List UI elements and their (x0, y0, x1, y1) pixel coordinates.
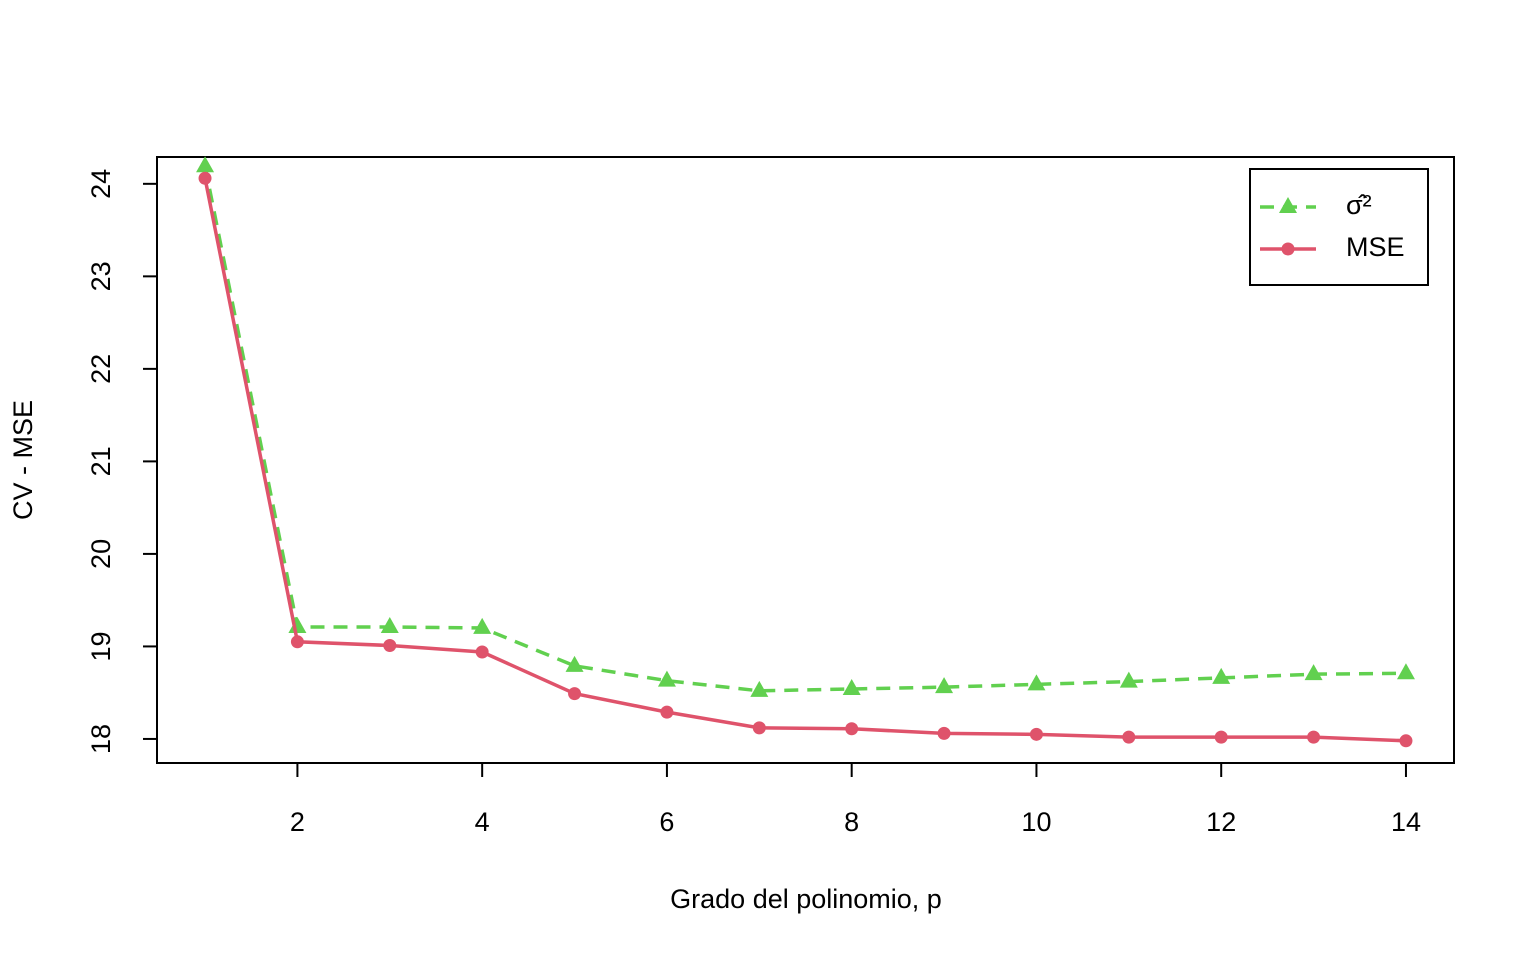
data-point (937, 726, 951, 740)
x-tick-label: 4 (475, 807, 490, 837)
data-point (842, 678, 861, 695)
data-point (475, 645, 489, 659)
y-tick-label: 23 (86, 261, 116, 291)
y-tick-label: 22 (86, 354, 116, 384)
x-tick-label: 12 (1206, 807, 1236, 837)
data-point (1214, 730, 1228, 744)
data-point (198, 171, 212, 185)
data-point (1212, 667, 1231, 684)
legend-marker (1279, 197, 1297, 213)
data-point (935, 677, 954, 694)
data-point (383, 639, 397, 653)
legend-label: σ̂² (1346, 190, 1372, 220)
legend-label: MSE (1346, 232, 1405, 262)
x-tick-label: 8 (844, 807, 859, 837)
data-point (1396, 663, 1415, 680)
data-point (565, 655, 584, 672)
data-point (657, 670, 676, 687)
y-tick-label: 20 (86, 539, 116, 569)
y-tick-label: 21 (86, 446, 116, 476)
data-point (568, 687, 582, 701)
legend-box (1249, 168, 1429, 286)
data-point (752, 721, 766, 735)
x-tick-label: 2 (290, 807, 305, 837)
legend-marker (1281, 242, 1295, 256)
data-point (473, 617, 492, 634)
data-point (1307, 730, 1321, 744)
data-point (660, 705, 674, 719)
x-tick-label: 10 (1021, 807, 1051, 837)
y-tick-label: 18 (86, 724, 116, 754)
series-line (203, 165, 1406, 693)
data-point (1119, 671, 1138, 688)
data-point (1122, 730, 1136, 744)
data-point (1029, 727, 1043, 741)
x-tick-label: 14 (1391, 807, 1421, 837)
y-axis-label: CV - MSE (8, 400, 38, 520)
series-line (203, 177, 1407, 743)
x-tick-label: 6 (659, 807, 674, 837)
data-point (288, 616, 307, 633)
y-tick-label: 24 (86, 169, 116, 199)
data-point (750, 680, 769, 697)
y-tick-label: 19 (86, 631, 116, 661)
data-point (380, 616, 399, 633)
data-point (1027, 674, 1046, 691)
data-point (196, 156, 215, 173)
data-point (290, 635, 304, 649)
data-point (1399, 734, 1413, 748)
data-point (1304, 664, 1323, 681)
data-point (845, 722, 859, 736)
x-axis-label: Grado del polinomio, p (670, 884, 942, 914)
